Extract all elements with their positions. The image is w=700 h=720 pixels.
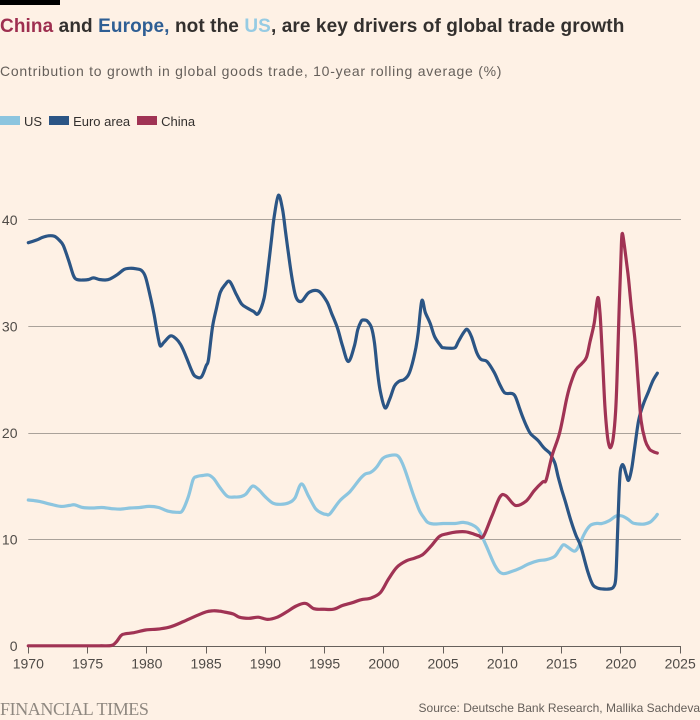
svg-text:1975: 1975 bbox=[72, 656, 103, 672]
svg-text:40: 40 bbox=[2, 212, 18, 228]
svg-text:10: 10 bbox=[2, 532, 18, 548]
svg-text:2020: 2020 bbox=[605, 656, 636, 672]
svg-text:1985: 1985 bbox=[191, 656, 222, 672]
svg-text:0: 0 bbox=[10, 638, 18, 654]
svg-text:2015: 2015 bbox=[546, 656, 577, 672]
svg-text:1995: 1995 bbox=[309, 656, 340, 672]
svg-text:2005: 2005 bbox=[428, 656, 459, 672]
svg-text:2010: 2010 bbox=[487, 656, 518, 672]
svg-text:1970: 1970 bbox=[13, 656, 44, 672]
svg-text:1980: 1980 bbox=[131, 656, 162, 672]
svg-text:1990: 1990 bbox=[250, 656, 281, 672]
svg-text:30: 30 bbox=[2, 319, 18, 335]
svg-text:2000: 2000 bbox=[368, 656, 399, 672]
svg-text:20: 20 bbox=[2, 425, 18, 441]
svg-text:2025: 2025 bbox=[665, 656, 696, 672]
